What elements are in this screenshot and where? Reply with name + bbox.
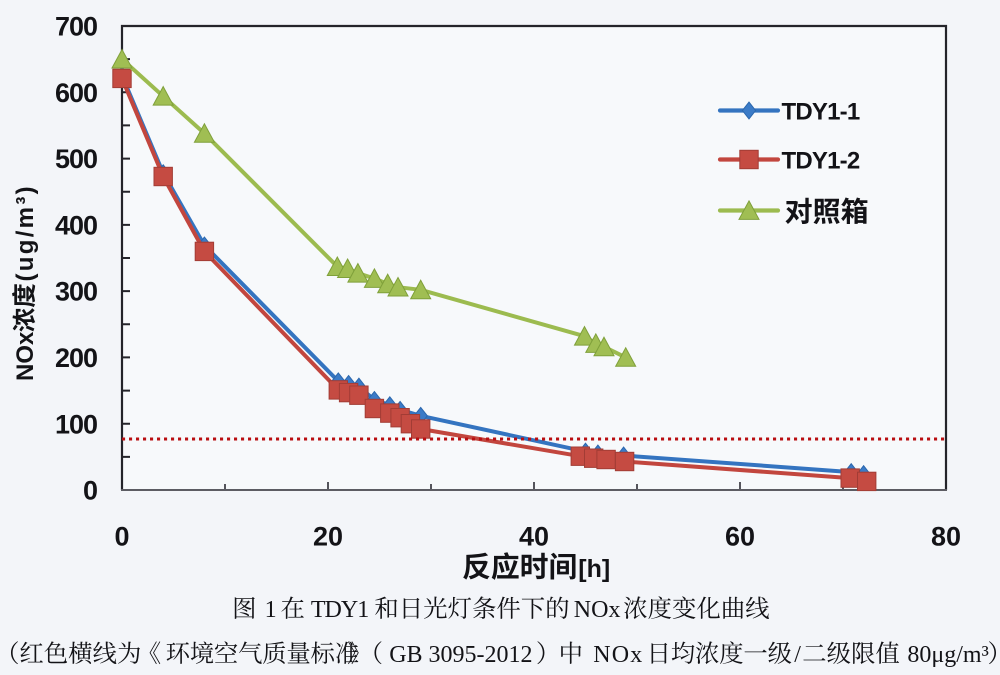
svg-text:NOx: NOx [574, 597, 621, 623]
svg-text:700: 700 [55, 12, 97, 42]
svg-text:NOx: NOx [593, 642, 643, 668]
svg-text:80μg/m³: 80μg/m³ [907, 642, 988, 668]
svg-text:100: 100 [55, 409, 97, 439]
svg-text:TDY1: TDY1 [311, 597, 368, 623]
svg-text:500: 500 [55, 144, 97, 174]
svg-text:60: 60 [725, 522, 755, 552]
svg-text:1: 1 [265, 597, 277, 623]
svg-text:0: 0 [83, 476, 97, 506]
svg-text:TDY1-2: TDY1-2 [782, 148, 860, 175]
svg-text:80: 80 [931, 522, 961, 552]
svg-text:300: 300 [55, 277, 97, 307]
svg-text:40: 40 [519, 522, 549, 552]
svg-text:/: / [794, 642, 801, 668]
svg-text:0: 0 [114, 522, 129, 552]
svg-text:GB 3095-2012: GB 3095-2012 [389, 642, 532, 668]
svg-text:200: 200 [55, 343, 97, 373]
svg-text:20: 20 [313, 522, 343, 552]
svg-text:TDY1-1: TDY1-1 [782, 99, 860, 126]
svg-text:[h]: [h] [578, 555, 610, 583]
svg-text:NOx: NOx [12, 331, 39, 381]
svg-text:400: 400 [55, 211, 97, 241]
svg-text:(ug/m³): (ug/m³) [12, 184, 39, 281]
svg-text:600: 600 [55, 78, 97, 108]
